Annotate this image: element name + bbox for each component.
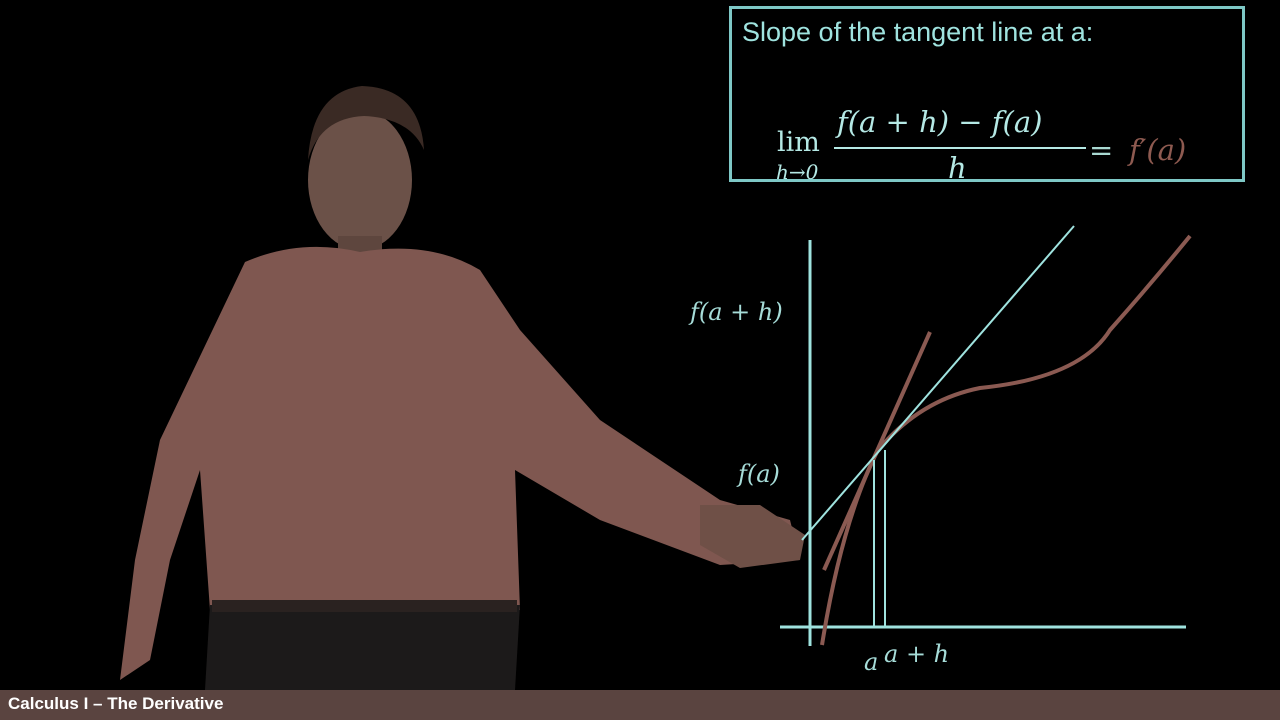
secant-line	[801, 225, 1075, 541]
presenter-pants	[205, 605, 520, 690]
presenter-head	[308, 110, 412, 250]
limit-subscript: h→0	[776, 160, 819, 184]
label-f-of-a: f(a)	[738, 460, 780, 488]
derivative-result: f′(a)	[1129, 133, 1187, 167]
course-title: Calculus I – The Derivative	[8, 694, 224, 713]
formula-title: Slope of the tangent line at a:	[742, 17, 1094, 47]
presenter-shirt	[120, 246, 800, 680]
equals-sign: =	[1089, 133, 1114, 167]
fraction-denominator: h	[948, 151, 967, 185]
label-a: a	[864, 648, 879, 676]
label-a-plus-h: a + h	[884, 640, 950, 668]
presenter-figure	[120, 86, 805, 690]
formula-box: Slope of the tangent line at a: lim h→0 …	[729, 6, 1245, 185]
presenter-hair	[308, 86, 424, 160]
presenter-belt	[212, 600, 517, 612]
fraction-numerator: f(a + h) − f(a)	[837, 105, 1043, 139]
limit-word: lim	[777, 127, 820, 158]
presenter-hand	[700, 505, 805, 568]
fraction-bar	[834, 147, 1086, 149]
function-curve	[820, 234, 1192, 646]
label-f-of-a-plus-h: f(a + h)	[690, 298, 783, 326]
footer-bar: Calculus I – The Derivative	[0, 690, 1280, 720]
tangent-line	[822, 331, 932, 571]
